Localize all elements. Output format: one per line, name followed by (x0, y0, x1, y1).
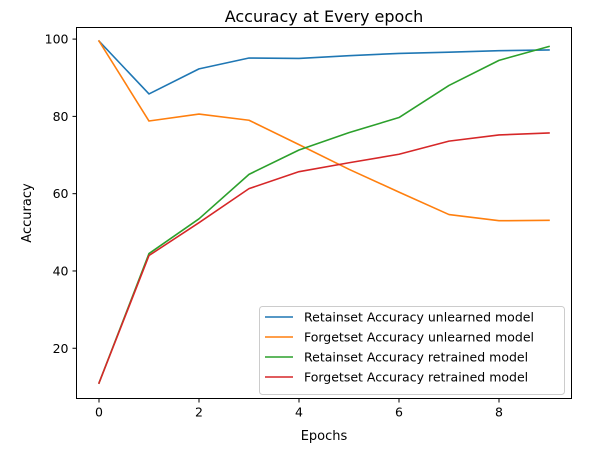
x-tick-label: 4 (295, 405, 303, 420)
x-tick-label: 0 (95, 405, 103, 420)
y-axis-label: Accuracy (20, 183, 35, 243)
x-tick-label: 8 (495, 405, 503, 420)
series-line-2 (97, 45, 550, 385)
series-lines (97, 39, 550, 385)
legend-label-0: Retainset Accuracy unlearned model (304, 310, 534, 325)
y-axis: 20 40 60 80 100 (45, 32, 77, 356)
legend: Retainset Accuracy unlearned model Forget… (259, 306, 565, 395)
legend-label-1: Forgetset Accuracy unlearned model (304, 330, 534, 345)
x-axis-label: Epochs (301, 429, 348, 444)
y-tick-label: 60 (53, 186, 69, 201)
x-tick-label: 2 (195, 405, 203, 420)
x-tick-label: 6 (395, 405, 403, 420)
plot-frame (76, 27, 572, 399)
x-axis: 0 2 4 6 8 (95, 398, 503, 420)
series-line-1 (97, 39, 550, 222)
series-line-0 (97, 39, 550, 95)
series-line-3 (97, 132, 550, 385)
legend-label-3: Forgetset Accuracy retrained model (304, 370, 528, 385)
legend-label-2: Retainset Accuracy retrained model (304, 350, 528, 365)
legend-box (259, 306, 565, 395)
y-tick-label: 20 (53, 341, 69, 356)
y-tick-label: 100 (45, 32, 69, 47)
y-tick-label: 80 (53, 109, 69, 124)
chart-title: Accuracy at Every epoch (225, 7, 424, 26)
y-tick-label: 40 (53, 263, 69, 278)
plot-area: 0 2 4 6 8 20 40 60 80 100 (45, 27, 572, 420)
